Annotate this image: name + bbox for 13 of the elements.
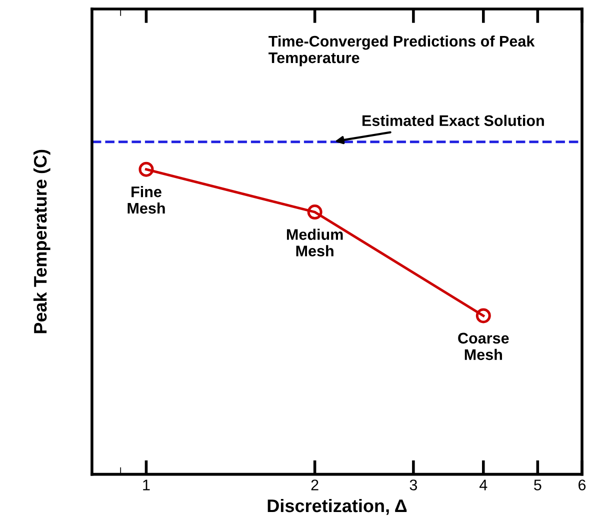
- annotation: Coarse Mesh: [458, 332, 509, 360]
- x-tick-label: 4: [480, 480, 488, 490]
- x-tick-label: 6: [578, 480, 586, 490]
- ref-line-label: Estimated Exact Solution: [362, 114, 544, 126]
- annotation: Fine Mesh: [128, 186, 165, 214]
- x-tick-label: 3: [410, 480, 418, 490]
- chart-title: Time-Converged Predictions of Peak Temperature: [268, 35, 535, 66]
- y-axis-title: Peak Temperature (C): [33, 150, 50, 334]
- x-tick-label: 1: [143, 480, 150, 490]
- annotation: Medium Mesh: [286, 228, 343, 256]
- x-tick-label: 2: [311, 480, 318, 490]
- x-axis-title: Discretization, Δ: [268, 498, 407, 515]
- x-tick-label: 5: [534, 480, 542, 490]
